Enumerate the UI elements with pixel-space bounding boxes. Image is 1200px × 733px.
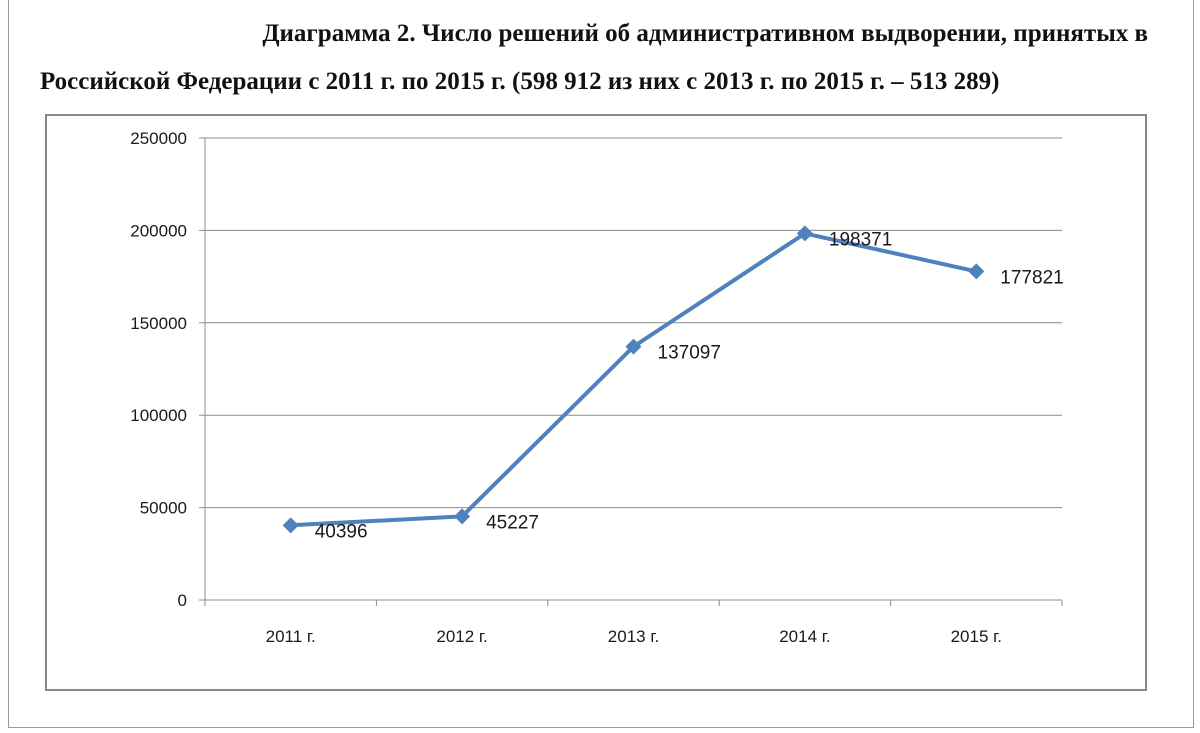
data-point-marker: [625, 338, 642, 355]
chart-title-line-1: Диаграмма 2. Число решений об администра…: [262, 20, 1148, 47]
axes: [199, 137, 1063, 606]
chart-title-line-2: Российской Федерации с 2011 г. по 2015 г…: [40, 68, 1000, 95]
data-label: 177821: [1000, 267, 1063, 288]
data-point-marker: [968, 263, 985, 280]
page-frame: [8, 0, 1194, 728]
y-tick-label: 100000: [130, 406, 187, 425]
chart-title: Диаграмма 2. Число решений об администра…: [0, 10, 1200, 106]
chart-frame: [45, 114, 1147, 691]
x-tick-label: 2012 г.: [436, 627, 487, 646]
x-tick-label: 2014 г.: [779, 627, 830, 646]
y-tick-label: 200000: [130, 221, 187, 240]
y-tick-label: 250000: [130, 129, 187, 148]
x-tick-label: 2013 г.: [608, 627, 659, 646]
y-tick-label: 150000: [130, 314, 187, 333]
x-axis-tick-labels: 2011 г. 2012 г. 2013 г. 2014 г. 2015 г.: [266, 627, 1002, 646]
series-line: [290, 231, 977, 528]
data-label: 198371: [829, 229, 892, 250]
data-label: 40396: [315, 521, 368, 542]
y-axis-tick-labels: 0 50000 100000 150000 200000 250000: [130, 129, 187, 610]
data-point-marker: [282, 517, 299, 534]
data-label: 45227: [486, 512, 539, 533]
series-polyline: [290, 231, 977, 528]
x-tick-label: 2011 г.: [266, 627, 316, 646]
y-tick-label: 50000: [140, 499, 187, 518]
x-tick-label: 2015 г.: [951, 627, 1002, 646]
data-point-marker: [796, 225, 813, 242]
data-labels: 40396 45227 137097 198371 177821: [315, 229, 1064, 542]
gridlines: [205, 137, 1062, 509]
data-label: 137097: [658, 343, 721, 364]
data-point-marker: [454, 508, 471, 525]
data-points: [282, 225, 985, 534]
y-tick-label: 0: [178, 591, 187, 610]
